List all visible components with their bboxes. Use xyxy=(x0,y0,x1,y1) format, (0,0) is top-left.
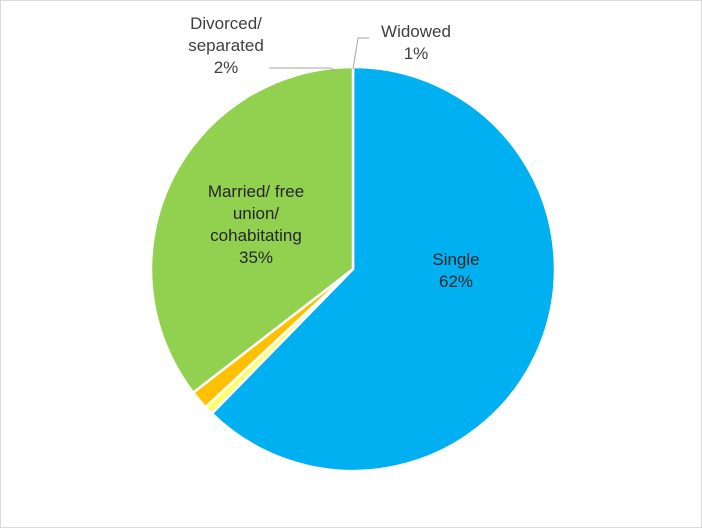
data-label-divorced: Divorced/ separated 2% xyxy=(188,14,264,77)
data-label-widowed: Widowed 1% xyxy=(381,22,451,63)
data-label-single: Single 62% xyxy=(432,250,480,291)
leader-line-divorced xyxy=(269,67,339,74)
pie-slice-married xyxy=(149,65,355,395)
pie-slice-single xyxy=(210,65,557,473)
leader-line-widowed xyxy=(352,37,369,70)
data-label-married: Married/ free union/ cohabitating 35% xyxy=(207,182,305,267)
